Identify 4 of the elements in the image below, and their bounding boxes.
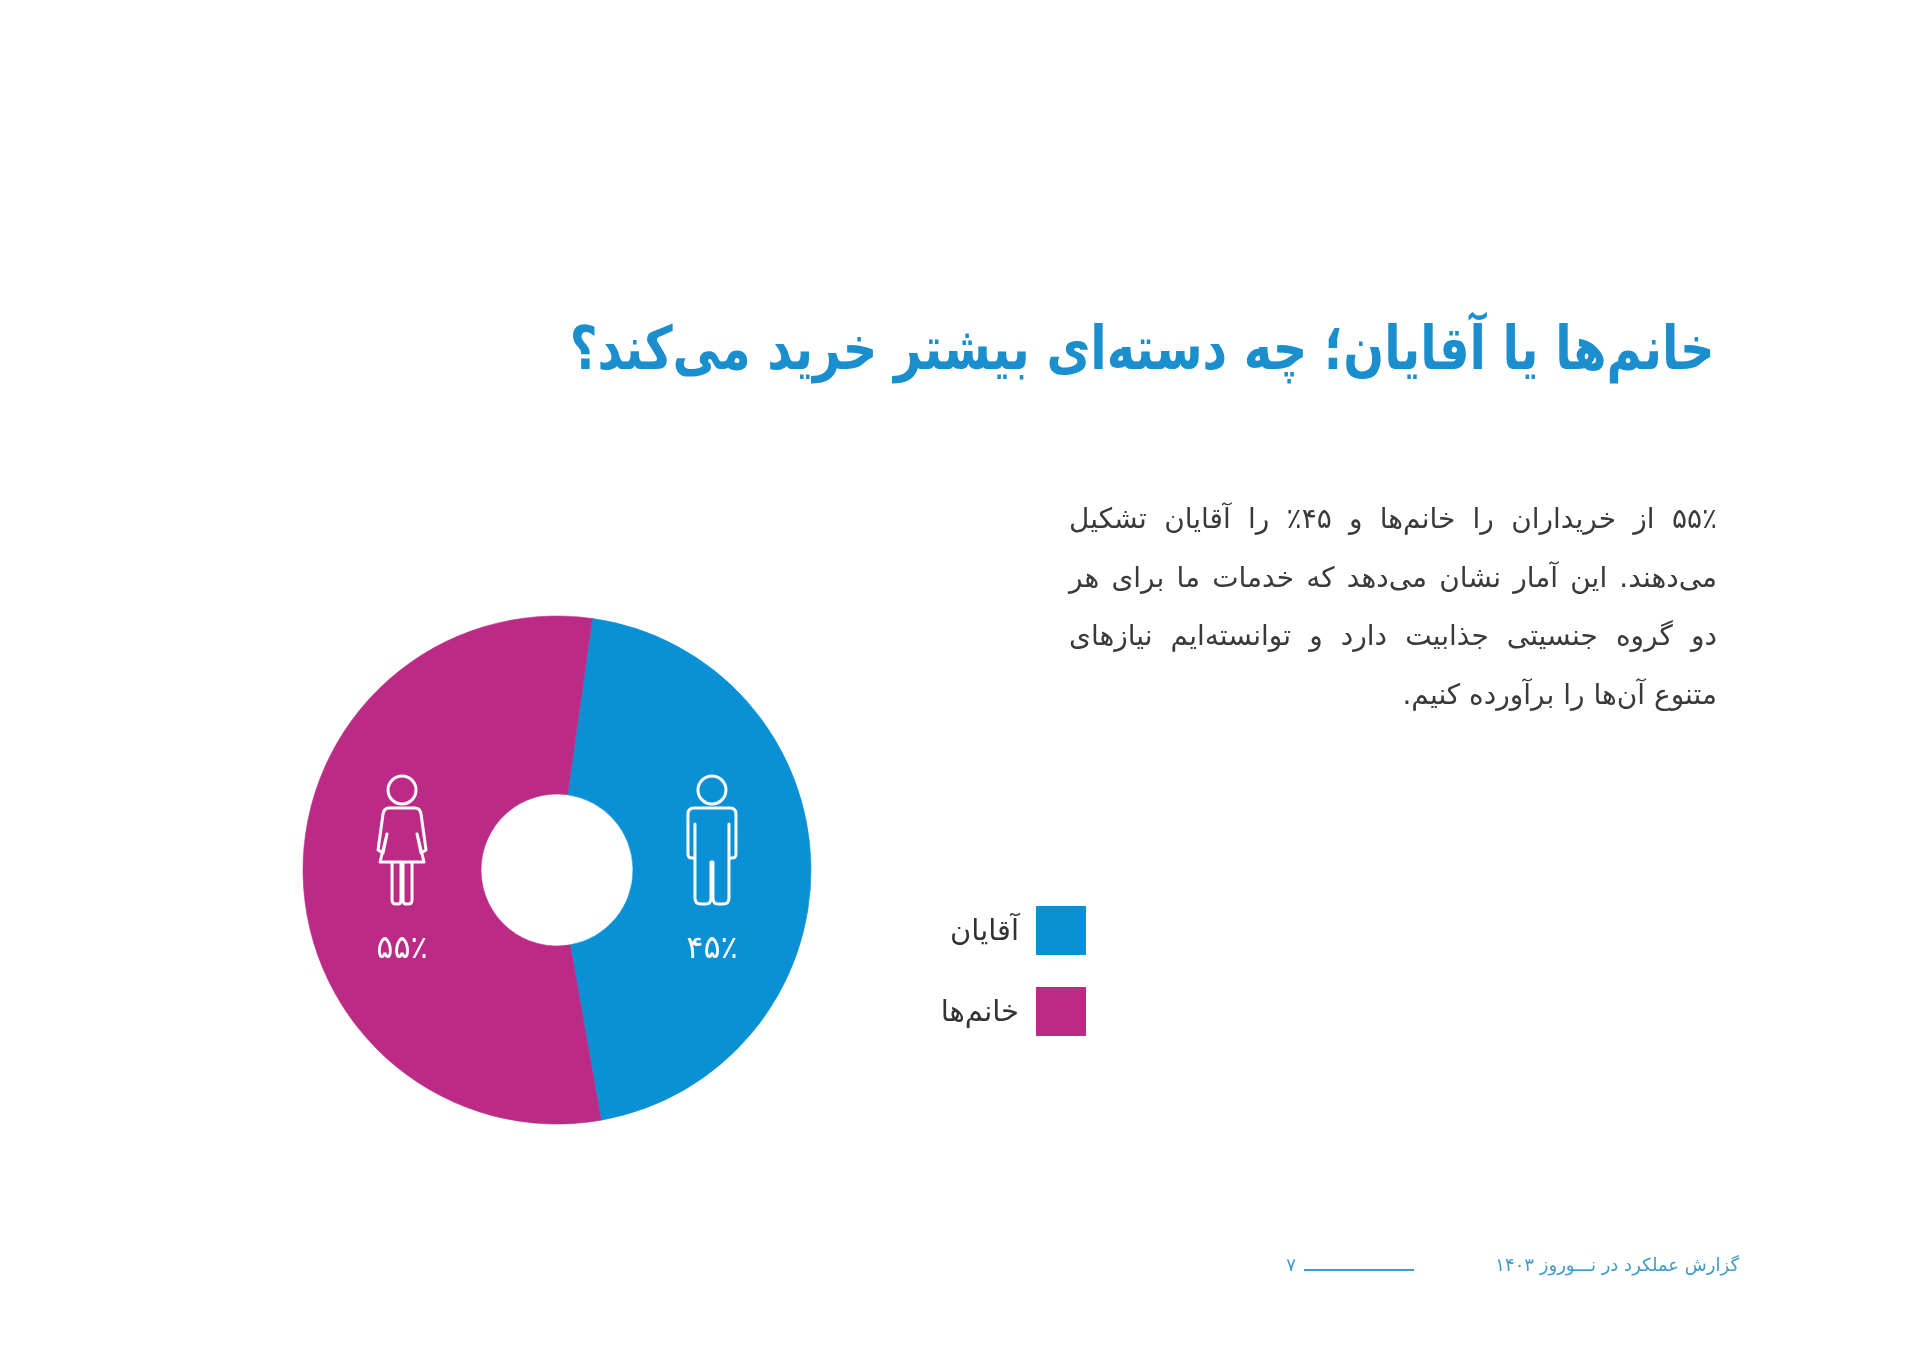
annotation: ۷ xyxy=(1286,1253,1296,1277)
annotation: ۵۵٪ از خریداران را خانم‌ها و ۴۵٪ را آقایان تشکیل می‌دهند. این آمار نشان می‌دهد که خدمات ما برای هر دو گروه جنسیتی جذابیت دارد و توانسته‌ایم نیازهای متنوع آن‌ها را برآورده کنیم. xyxy=(1069,501,1717,713)
annotation: گزارش عملکرد در نـــوروز ۱۴۰۳ xyxy=(1495,1253,1739,1278)
title: خانم‌ها یا آقایان؛ چه دسته‌ای بیشتر خرید می‌کند؟ xyxy=(570,311,1715,386)
